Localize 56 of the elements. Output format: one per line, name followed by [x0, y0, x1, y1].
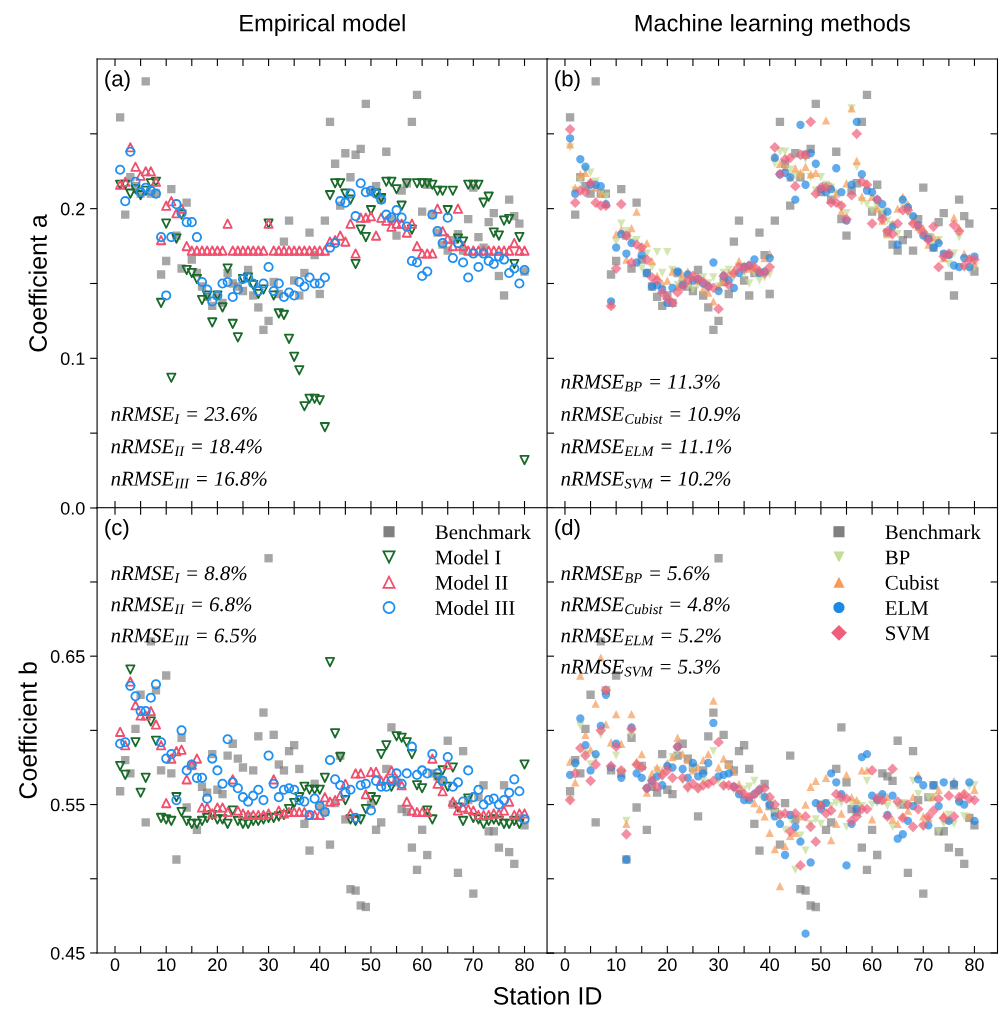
y-tick-label: 0.65: [50, 650, 85, 663]
annotation: nRMSE$_{III}$ = 6.5%: [111, 628, 257, 646]
annotation: nRMSE$_{Cubist}$ = 10.9%: [561, 406, 741, 424]
annotation: (b): [555, 70, 580, 91]
x-tick-label: 60: [862, 958, 882, 972]
annotation: nRMSE$_{III}$ = 16.8%: [111, 471, 267, 489]
x-tick-label: 30: [259, 958, 278, 972]
y-axis-title: Coefficient b: [18, 662, 37, 799]
y-tick-label: 0.2: [60, 202, 85, 216]
x-tick-label: 30: [709, 958, 728, 972]
legend-label: Model II: [435, 575, 508, 590]
y-tick-label: 0.55: [50, 798, 85, 812]
legend-label: BP: [885, 550, 910, 565]
annotation: nRMSE$_{Cubist}$ = 4.8%: [561, 597, 730, 615]
chart-title: Machine learning methods: [635, 14, 910, 37]
x-tick-label: 40: [310, 958, 330, 972]
legend-label: Benchmark: [885, 524, 981, 540]
legend-label: Cubist: [885, 575, 940, 590]
x-tick-label: 50: [361, 958, 381, 972]
y-tick-label: 0.45: [50, 946, 85, 960]
annotation: nRMSE$_{BP}$ = 5.6%: [561, 566, 710, 583]
annotation: nRMSE$_{BP}$ = 11.3%: [561, 374, 720, 392]
x-tick-label: 0: [110, 958, 120, 972]
x-tick-label: 50: [811, 958, 831, 972]
x-axis-title: Station ID: [493, 986, 602, 1005]
x-tick-label: 60: [413, 958, 432, 972]
x-tick-label: 70: [914, 958, 933, 972]
y-tick-label: 0.0: [60, 501, 85, 515]
annotation: nRMSE$_{I}$ = 8.8%: [111, 566, 247, 583]
legend-label: ELM: [885, 601, 929, 615]
x-tick-label: 40: [760, 958, 780, 972]
x-tick-label: 0: [560, 958, 570, 972]
annotation: nRMSE$_{ELM}$ = 11.1%: [561, 439, 732, 457]
x-tick-label: 80: [515, 958, 534, 972]
legend-label: Benchmark: [435, 524, 531, 540]
legend-label: Model I: [435, 549, 501, 565]
annotation: nRMSE$_{II}$ = 18.4%: [111, 439, 262, 457]
x-tick-label: 10: [607, 958, 626, 972]
annotation: nRMSE$_{SVM}$ = 5.3%: [561, 659, 720, 677]
y-axis-title: Coefficient a: [28, 214, 47, 352]
annotation: nRMSE$_{ELM}$ = 5.2%: [561, 628, 721, 646]
annotation: nRMSE$_{SVM}$ = 10.2%: [561, 471, 731, 489]
legend-label: SVM: [886, 626, 930, 641]
x-tick-label: 20: [208, 958, 227, 972]
annotation: (c): [105, 518, 129, 540]
annotation: nRMSE$_{I}$ = 23.6%: [111, 406, 257, 424]
legend-label: Model III: [435, 600, 515, 616]
chart-title: Empirical model: [240, 14, 405, 37]
x-tick-label: 80: [965, 958, 984, 972]
x-tick-label: 70: [464, 958, 483, 972]
x-tick-label: 10: [157, 958, 176, 972]
x-tick-label: 20: [658, 958, 677, 972]
annotation: nRMSE$_{II}$ = 6.8%: [111, 597, 252, 615]
annotation: (a): [105, 70, 130, 91]
y-tick-label: 0.1: [60, 352, 85, 366]
annotation: (d): [555, 518, 580, 540]
